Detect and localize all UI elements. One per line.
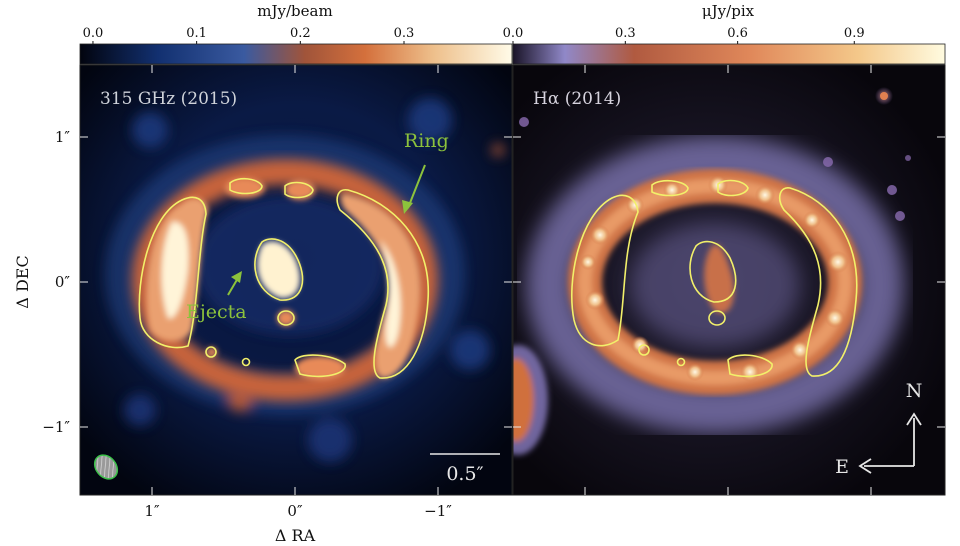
y-tick-0: 1″ <box>55 128 71 146</box>
ejecta-label: Ejecta <box>186 301 247 323</box>
compass-north: N <box>906 380 923 402</box>
scalebar: 0.5″ <box>430 453 500 485</box>
colorbar-right-unit: μJy/pix <box>702 2 755 20</box>
colorbar-right-gradient <box>512 43 946 65</box>
ring-annotation: Ring <box>402 130 449 214</box>
colorbar-left: mJy/beam 0.0 0.1 0.2 0.3 <box>79 2 513 65</box>
colorbar-left-gradient <box>79 43 513 65</box>
colorbar-left-tick-3: 0.3 <box>394 26 415 41</box>
ejecta-annotation: Ejecta <box>186 271 247 323</box>
compass-east: E <box>835 456 849 478</box>
x-tick-2: −1″ <box>424 502 452 520</box>
y-tick-1: 0″ <box>55 273 71 291</box>
x-tick-labels: 1″ 0″ −1″ <box>144 502 452 520</box>
ring-label: Ring <box>404 130 449 152</box>
colorbar-right-ticks: 0.0 0.3 0.6 0.9 <box>503 26 865 44</box>
panel-ticks <box>80 65 945 495</box>
y-axis-label: Δ DEC <box>13 255 32 308</box>
right-panel-label: Hα (2014) <box>533 89 621 109</box>
colorbar-left-unit: mJy/beam <box>257 2 332 20</box>
x-tick-1: 0″ <box>287 502 303 520</box>
compass: N E <box>835 380 922 478</box>
left-panel: 0.5″ 315 GHz (2015) Ring Ejecta <box>80 65 512 495</box>
right-panel: N E Hα (2014) <box>513 65 945 495</box>
colorbar-right-tick-2: 0.6 <box>727 26 748 41</box>
y-tick-2: −1″ <box>42 418 70 436</box>
colorbar-left-tick-0: 0.0 <box>83 26 104 41</box>
scalebar-label: 0.5″ <box>446 463 483 485</box>
x-tick-0: 1″ <box>144 502 160 520</box>
colorbar-right-tick-0: 0.0 <box>503 26 524 41</box>
colorbar-right: μJy/pix 0.0 0.3 0.6 0.9 <box>503 2 946 65</box>
left-panel-label: 315 GHz (2015) <box>100 89 237 109</box>
colorbar-left-ticks: 0.0 0.1 0.2 0.3 <box>83 26 415 44</box>
right-contours <box>571 179 858 378</box>
colorbar-left-tick-1: 0.1 <box>186 26 207 41</box>
left-contours <box>138 177 429 379</box>
axes: 1″ 0″ −1″ 1″ 0″ −1″ Δ RA Δ DEC <box>13 128 452 545</box>
colorbar-left-tick-2: 0.2 <box>290 26 311 41</box>
colorbar-right-tick-1: 0.3 <box>615 26 636 41</box>
colorbar-right-tick-3: 0.9 <box>844 26 865 41</box>
y-tick-labels: 1″ 0″ −1″ <box>42 128 70 436</box>
x-axis-label: Δ RA <box>275 526 316 545</box>
beam-ellipse <box>93 454 119 480</box>
